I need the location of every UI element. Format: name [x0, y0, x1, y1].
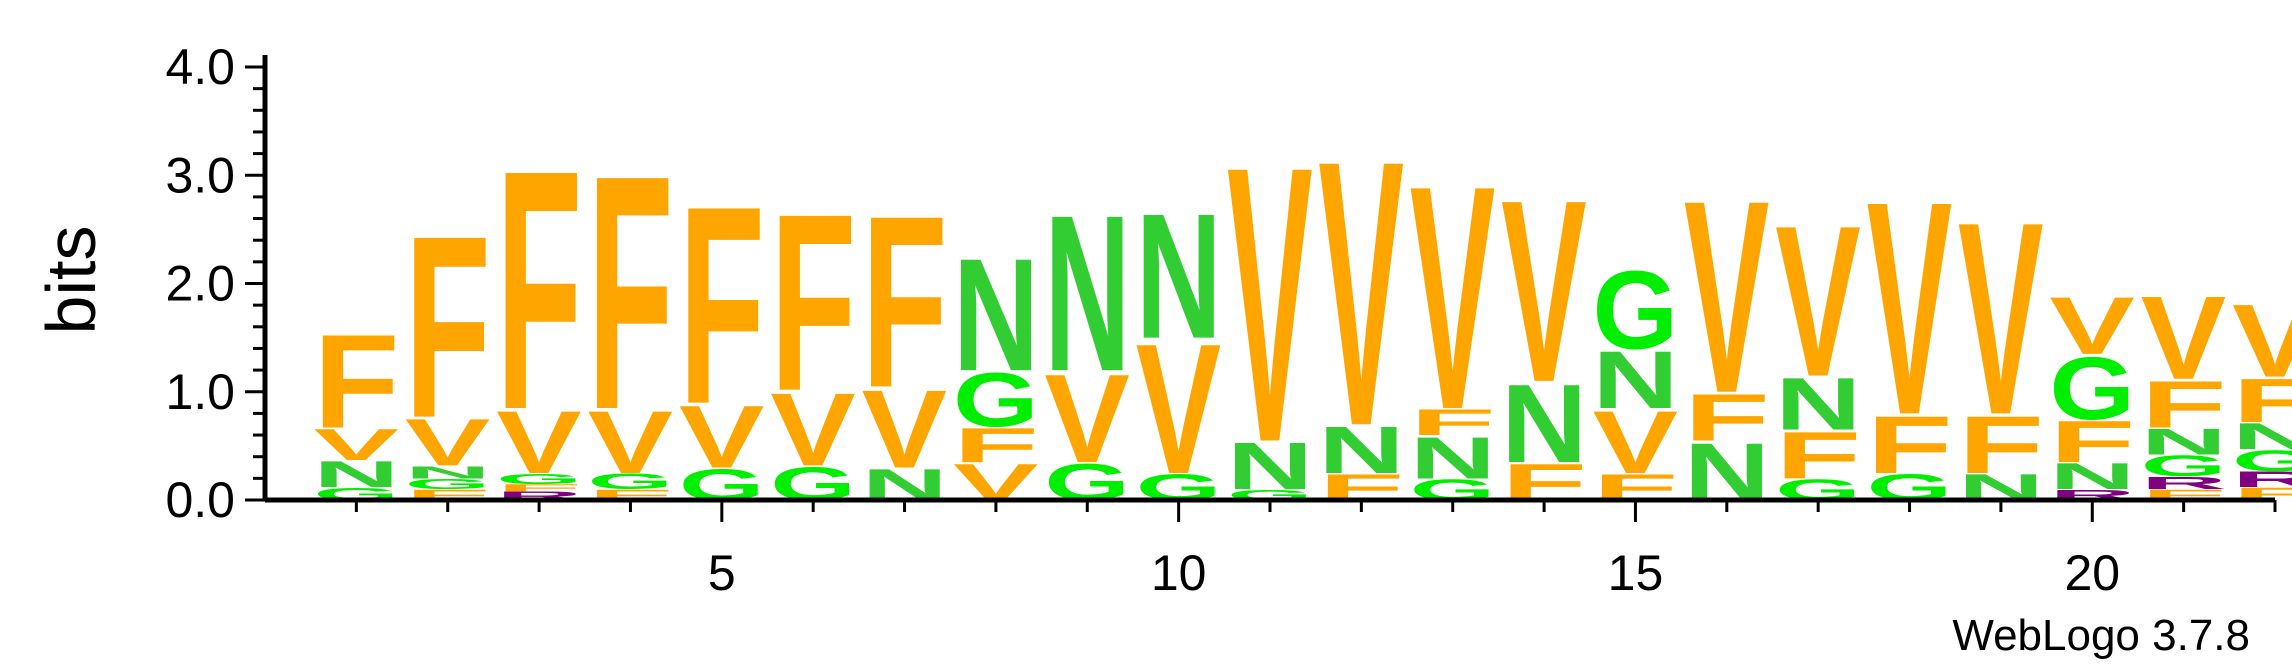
logo-letter-v: V	[1410, 119, 1495, 476]
logo-letter-n: N	[405, 462, 491, 482]
logo-letter-f: F	[679, 148, 765, 463]
logo-letter-n: N	[2049, 456, 2135, 498]
weblogo-credit: WebLogo 3.7.8	[1952, 611, 2250, 660]
logo-letter-v: V	[2141, 272, 2226, 405]
logo-letter-n: N	[2232, 416, 2292, 458]
logo-letter-n: N	[1227, 429, 1313, 504]
x-tick-label: 5	[708, 545, 736, 601]
logo-letter-f: F	[1410, 402, 1496, 443]
logo-letter-n: N	[1136, 178, 1222, 377]
logo-letter-v: V	[1775, 181, 1861, 422]
y-axis: 0.0 1.0 2.0 3.0 4.0	[165, 39, 268, 528]
logo-letter-f: F	[1775, 418, 1861, 493]
logo-letter-n: N	[1318, 413, 1404, 488]
y-tick-label: 0.0	[165, 472, 235, 528]
logo-letter-v: V	[770, 371, 856, 488]
logo-letter-g: G	[953, 357, 1039, 443]
glyph-layer: GNVFFGNVFRFGVFFGVFGVFGVFNVFVFGNGVNGVNGNV…	[313, 81, 2292, 525]
logo-letter-n: N	[1501, 363, 1587, 487]
logo-letter-v: V	[405, 405, 490, 480]
x-axis: 5 10 15 20	[265, 497, 2277, 601]
logo-letter-r: R	[2141, 473, 2227, 493]
logo-letter-v: V	[1227, 85, 1313, 525]
logo-letter-v: V	[1044, 348, 1129, 489]
logo-letter-f: F	[2141, 367, 2227, 442]
logo-letter-f: F	[770, 162, 856, 444]
logo-letter-v: V	[1867, 140, 1952, 479]
logo-letter-v: V	[1593, 393, 1678, 492]
logo-letter-f: F	[496, 101, 582, 481]
logo-letter-v: V	[679, 388, 764, 487]
logo-letter-v: V	[1684, 144, 1769, 450]
logo-letter-v: V	[2232, 282, 2292, 399]
y-tick-label: 4.0	[165, 39, 235, 95]
logo-letter-v: V	[1958, 166, 2043, 472]
logo-letter-g: G	[496, 470, 582, 487]
logo-letter-g: G	[2232, 444, 2292, 477]
logo-letter-f: F	[2049, 408, 2135, 475]
logo-letter-n: N	[313, 453, 399, 495]
logo-letter-g: G	[405, 476, 491, 493]
logo-letter-g: G	[2049, 339, 2135, 439]
logo-letter-v: V	[1501, 148, 1586, 437]
logo-letter-f: F	[1867, 400, 1953, 491]
logo-letter-g: G	[588, 469, 674, 494]
y-axis-title: bits	[32, 226, 110, 335]
logo-letter-n: N	[2141, 421, 2227, 463]
logo-letter-v: V	[862, 367, 947, 491]
x-tick-label: 15	[1608, 545, 1664, 601]
logo-letter-f: F	[313, 308, 399, 457]
logo-letter-f: F	[862, 166, 948, 439]
logo-letter-g: G	[1593, 249, 1679, 373]
logo-letter-v: V	[1318, 81, 1404, 504]
logo-letter-v: V	[588, 393, 673, 492]
x-tick-label: 10	[1151, 545, 1207, 601]
logo-letter-f: F	[588, 107, 674, 480]
logo-letter-v: V	[2049, 280, 2135, 371]
logo-letter-n: N	[1775, 363, 1861, 446]
logo-letter-v: V	[1136, 305, 1221, 512]
y-tick-label: 2.0	[165, 256, 235, 312]
logo-letter-f: F	[1958, 400, 2044, 491]
logo-letter-f: F	[405, 183, 491, 473]
logo-letter-n: N	[1410, 425, 1496, 491]
y-tick-label: 3.0	[165, 147, 235, 203]
logo-letter-v: V	[496, 393, 581, 492]
logo-letter-v: V	[313, 420, 398, 470]
x-tick-label: 20	[2064, 545, 2120, 601]
logo-letter-f: F	[953, 418, 1039, 472]
y-tick-label: 1.0	[165, 364, 235, 420]
logo-letter-n: N	[953, 225, 1039, 404]
logo-letter-f: F	[1684, 380, 1770, 455]
logo-letter-r: R	[2232, 467, 2292, 492]
logo-letter-n: N	[1044, 168, 1130, 417]
logo-letter-g: G	[2141, 450, 2227, 483]
logo-letter-f: F	[496, 482, 582, 494]
logo-letter-f: F	[2232, 366, 2292, 436]
logo-letter-n: N	[1593, 334, 1679, 426]
